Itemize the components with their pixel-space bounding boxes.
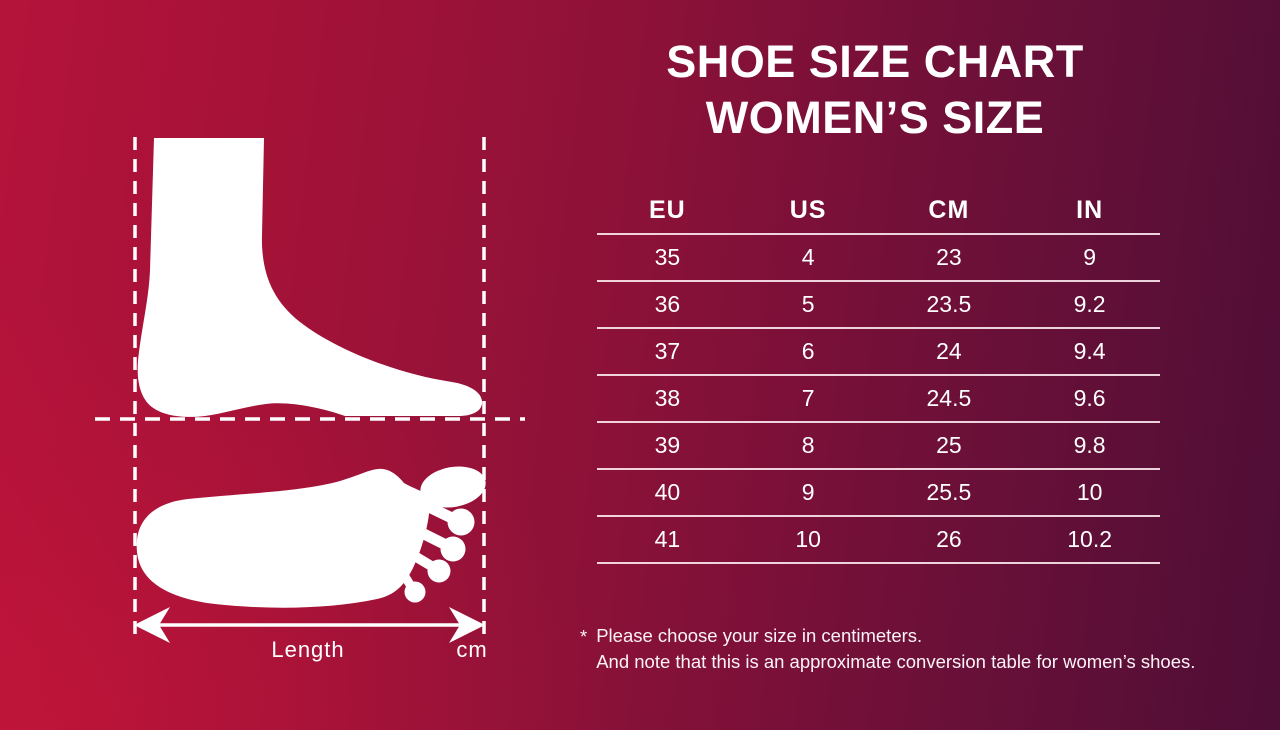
cell-cm: 23.5 (926, 291, 972, 317)
page-title: SHOE SIZE CHART WOMEN’S SIZE (563, 34, 1187, 146)
cell-us: 8 (801, 432, 815, 458)
arrowhead-right (449, 607, 485, 643)
cell-cm: 24 (936, 338, 962, 364)
cell-in: 9 (1083, 244, 1097, 270)
table-header-row: EU US CM IN (597, 187, 1160, 235)
table-row: 36 5 23.5 9.2 (597, 282, 1160, 329)
cell-us: 5 (801, 291, 815, 317)
table-row: 37 6 24 9.4 (597, 329, 1160, 376)
cell-eu: 39 (654, 432, 681, 458)
col-header-us: US (789, 195, 827, 224)
foot-measurement-diagram: Length cm (0, 0, 560, 730)
cell-us: 6 (801, 338, 815, 364)
table-row: 35 4 23 9 (597, 235, 1160, 282)
big-toe (420, 466, 486, 508)
foot-diagram-svg: Length cm (95, 137, 525, 662)
cell-us: 7 (801, 385, 815, 411)
cell-cm: 24.5 (926, 385, 972, 411)
title-line-2: WOMEN’S SIZE (705, 92, 1045, 143)
table-row: 40 9 25.5 10 (597, 470, 1160, 517)
cell-in: 10.2 (1067, 526, 1112, 552)
cell-eu: 35 (654, 244, 681, 270)
footnote-line-1: Please choose your size in centimeters. (596, 625, 923, 646)
cell-us: 9 (801, 479, 815, 505)
table-row: 41 10 26 10.2 (597, 517, 1160, 564)
cell-cm: 23 (936, 244, 962, 270)
cell-in: 9.8 (1073, 432, 1106, 458)
cell-in: 9.2 (1073, 291, 1106, 317)
footnote: * Please choose your size in centimeters… (580, 623, 1260, 675)
footnote-text: Please choose your size in centimeters. … (596, 623, 1195, 675)
footprint-silhouette (136, 466, 486, 608)
footnote-line-2: And note that this is an approximate con… (596, 651, 1196, 672)
table-row: 39 8 25 9.8 (597, 423, 1160, 470)
size-table: EU US CM IN 35 4 23 9 36 5 23.5 9.2 37 6… (597, 187, 1160, 564)
foot-side-silhouette (137, 138, 483, 417)
cell-us: 10 (795, 526, 821, 552)
cell-cm: 25.5 (926, 479, 972, 505)
footnote-asterisk: * (580, 626, 588, 647)
little-toe (404, 581, 426, 603)
length-label: Length (271, 637, 344, 662)
cell-eu: 38 (654, 385, 681, 411)
cell-cm: 26 (936, 526, 962, 552)
cell-eu: 36 (654, 291, 681, 317)
table-row: 38 7 24.5 9.6 (597, 376, 1160, 423)
col-header-in: IN (1076, 195, 1104, 224)
cell-cm: 25 (936, 432, 962, 458)
length-arrow (134, 607, 485, 643)
third-toe (440, 536, 466, 562)
col-header-cm: CM (928, 195, 970, 224)
arrowhead-left (134, 607, 170, 643)
cell-eu: 37 (654, 338, 681, 364)
cell-in: 9.4 (1073, 338, 1106, 364)
cell-us: 4 (801, 244, 815, 270)
second-toe (447, 508, 475, 536)
cm-label: cm (456, 637, 487, 662)
cell-in: 10 (1076, 479, 1103, 505)
cell-eu: 40 (654, 479, 681, 505)
cell-in: 9.6 (1073, 385, 1106, 411)
fourth-toe (427, 559, 451, 583)
col-header-eu: EU (649, 195, 686, 224)
cell-eu: 41 (654, 526, 681, 552)
title-line-1: SHOE SIZE CHART (666, 36, 1084, 87)
